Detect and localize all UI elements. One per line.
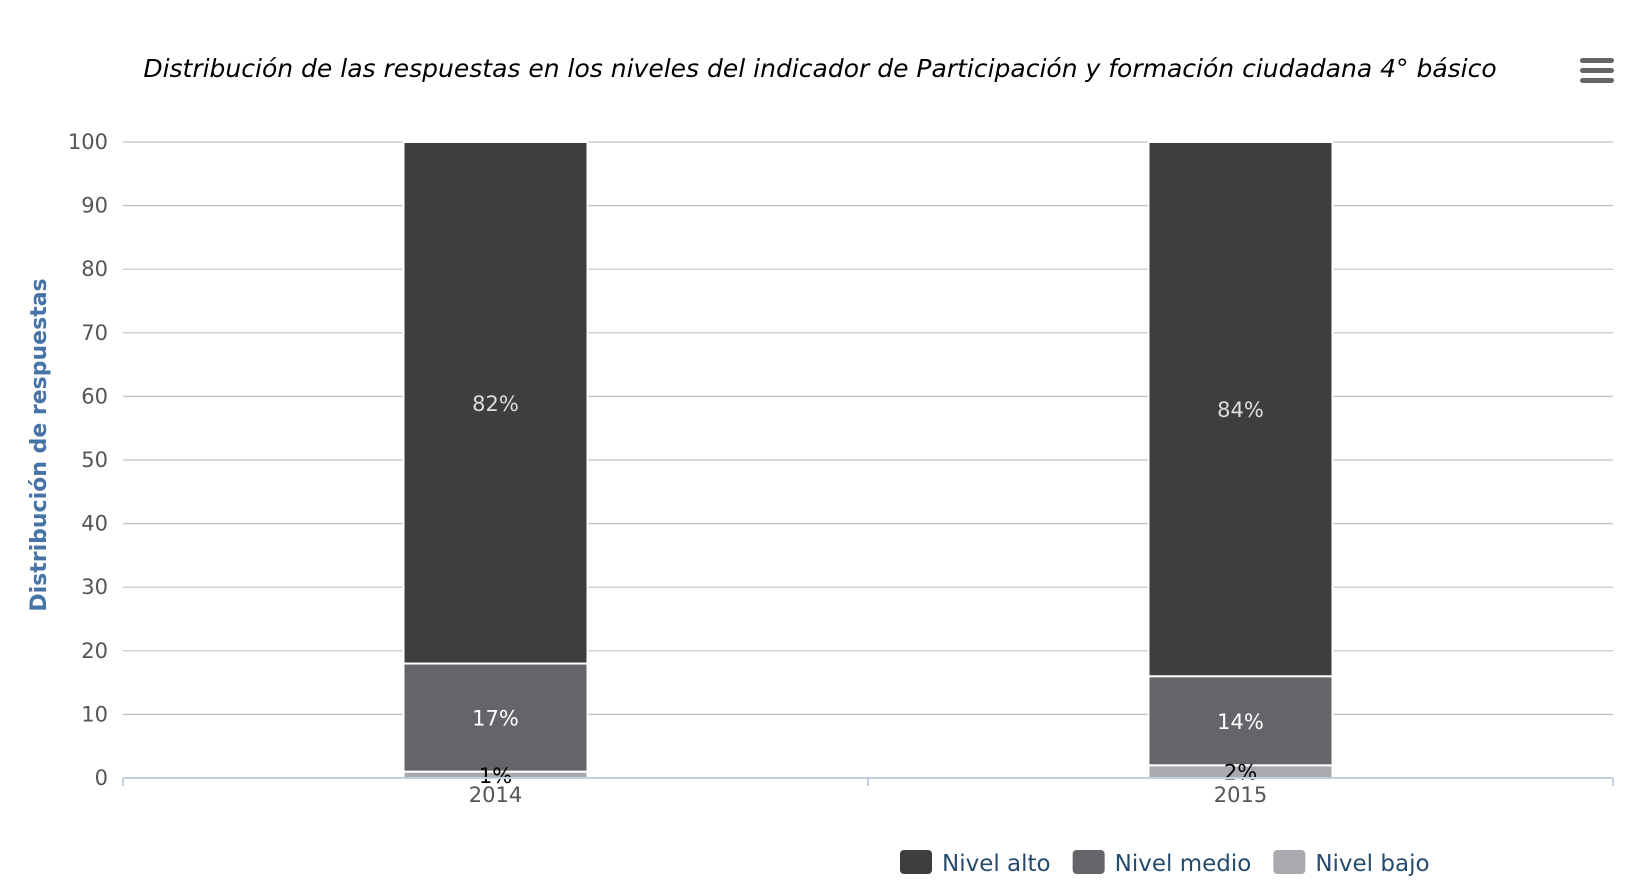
y-tick-label: 50: [81, 448, 108, 472]
data-label: 1%: [479, 764, 512, 788]
y-tick-label: 10: [81, 702, 108, 726]
data-label: 84%: [1217, 398, 1264, 422]
data-label: 82%: [472, 392, 519, 416]
y-tick-label: 20: [81, 639, 108, 663]
bars: 1% 17% 82% 2% 14% 84%: [402, 141, 1334, 788]
bar-segment[interactable]: [1147, 141, 1334, 678]
legend-item[interactable]: Nivel alto: [900, 850, 1051, 877]
y-tick-label: 30: [81, 575, 108, 599]
chart-menu-button[interactable]: [1575, 52, 1621, 90]
y-tick-label: 90: [81, 194, 108, 218]
bar-segment[interactable]: [402, 662, 589, 773]
legend[interactable]: Nivel alto Nivel medio Nivel bajo: [900, 850, 1430, 877]
data-label: 2%: [1224, 761, 1257, 785]
data-label: 14%: [1217, 710, 1264, 734]
hamburger-menu-icon: [1580, 58, 1614, 83]
data-label: 17%: [472, 707, 519, 731]
y-tick-label: 100: [68, 130, 108, 154]
y-tick-label: 0: [95, 766, 108, 790]
legend-item[interactable]: Nivel bajo: [1273, 850, 1430, 877]
y-axis-ticks: 0 10 20 30 40 50 60 70 80 90 100: [68, 130, 108, 790]
y-tick-label: 60: [81, 384, 108, 408]
legend-item[interactable]: Nivel medio: [1072, 850, 1252, 877]
grid-lines: [123, 141, 1613, 716]
legend-swatch: [900, 850, 932, 874]
legend-label: Nivel medio: [1115, 851, 1252, 877]
chart-title: Distribución de las respuestas en los ni…: [143, 54, 1496, 83]
x-tick-label: 2014: [469, 783, 522, 807]
bar-segment[interactable]: [402, 141, 589, 665]
y-tick-label: 80: [81, 257, 108, 281]
x-axis: 2014 2015: [122, 777, 1614, 807]
legend-label: Nivel alto: [942, 851, 1051, 877]
y-tick-label: 40: [81, 512, 108, 536]
y-tick-label: 70: [81, 321, 108, 345]
legend-label: Nivel bajo: [1315, 851, 1429, 877]
y-axis-label: Distribución de respuestas: [27, 278, 52, 611]
bar-segment[interactable]: [1147, 675, 1334, 767]
legend-swatch: [1072, 850, 1105, 874]
legend-swatch: [1273, 850, 1306, 874]
x-tick-label: 2015: [1214, 783, 1267, 807]
